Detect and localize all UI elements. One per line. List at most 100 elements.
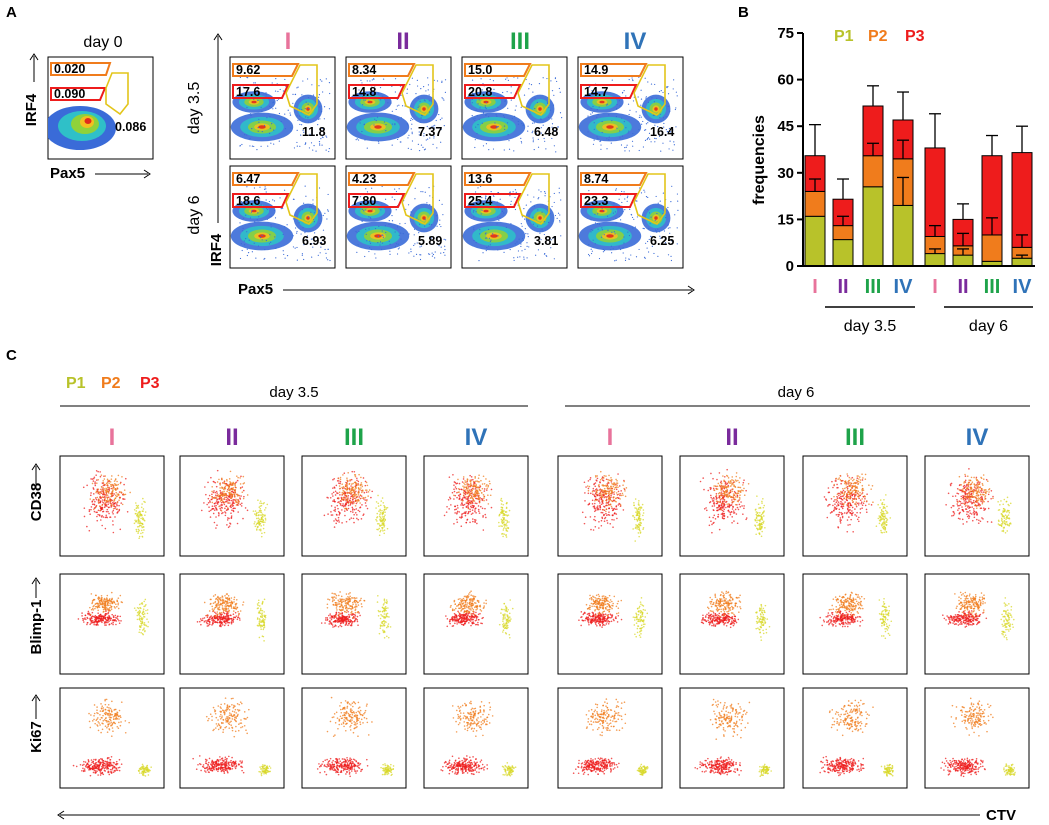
flow-plot-day6-i: 6.47 18.6 6.93 [229, 165, 336, 269]
panel-c-group-label-day35: day 3.5 [269, 384, 318, 401]
ctv-plot-ki67-day6-i [557, 687, 663, 789]
panel-c-group-label-day6: day 6 [778, 384, 815, 401]
panel-c-xlabel: CTV [986, 807, 1016, 824]
panel-c-row-label-blimp1: Blimp-1 [28, 599, 45, 654]
flow-gate-mid [348, 193, 406, 208]
ctv-plot-frame [924, 687, 1030, 789]
x-tick-label-0: I [812, 276, 818, 298]
ctv-plot-ki67-day35-iii [301, 687, 407, 789]
ctv-plot-dots [196, 593, 267, 642]
flow-gate-mid-value: 7.80 [352, 194, 376, 208]
ctv-plot-cd38-day35-i [59, 455, 165, 557]
ctv-plot-frame [301, 455, 407, 557]
ctv-plot-ki67-day35-i [59, 687, 165, 789]
ctv-plot-dots [942, 591, 1015, 641]
day0-gate-top-value: 0.020 [54, 62, 85, 76]
ctv-plot-blimp1-day35-iii [301, 573, 407, 675]
bar-p2-1 [832, 225, 854, 241]
flow-gate-pax5-value: 6.48 [534, 125, 558, 139]
ctv-plot-dots [77, 591, 150, 636]
day0-gate-mid-value: 0.090 [54, 87, 85, 101]
x-tick-label-7: IV [1013, 276, 1033, 298]
ctv-plot-blimp1-day6-iii [802, 573, 908, 675]
ctv-plot-blimp1-day6-i [557, 573, 663, 675]
panel-b-letter: B [738, 4, 749, 21]
panel-a-row-label-day35: day 3.5 [186, 82, 203, 135]
flow-gate-pax5-value: 5.89 [418, 234, 442, 248]
ctv-plot-ki67-day6-ii [679, 687, 785, 789]
ctv-plot-blimp1-day6-iv [924, 573, 1030, 675]
panel-a-headers: I II III IV [285, 28, 647, 55]
y-tick-label: 15 [777, 211, 794, 228]
flow-gate-pax5 [285, 64, 318, 117]
ctv-plot-blimp1-day35-ii [179, 573, 285, 675]
bar-p2-6 [981, 234, 1003, 262]
ctv-plot-frame [557, 455, 663, 557]
ctv-plot-dots [694, 698, 772, 778]
ctv-plot-cd38-day35-iii [301, 455, 407, 557]
ctv-plot-dots [700, 590, 771, 641]
x-tick-label-4: I [932, 276, 938, 298]
flow-gate-mid-value: 25.4 [468, 194, 492, 208]
ctv-plot-dots [440, 700, 517, 777]
ctv-plot-cd38-day6-ii [679, 455, 785, 557]
ctv-plot-dots [192, 697, 272, 777]
panel-c-flow-grid: I II III IV I II III IV [59, 424, 1030, 789]
day0-xarrow-head [143, 169, 151, 179]
day0-gate-mid [50, 87, 107, 101]
panel-c-header-day6-iv: IV [966, 424, 989, 451]
panel-a-header-i: I [285, 28, 292, 55]
flow-gate-top-value: 15.0 [468, 63, 492, 77]
ctv-plot-frame [802, 687, 908, 789]
ctv-plot-cd38-day6-iii [802, 455, 908, 557]
ctv-plot-dots [316, 696, 395, 778]
panel-c-row-label-cd38: CD38 [28, 483, 45, 521]
bar-p1-4 [924, 253, 946, 267]
day0-gate-top [50, 62, 112, 76]
flow-gate-mid [464, 84, 522, 99]
bar-p2-2 [862, 155, 884, 188]
flow-gate-mid [348, 84, 406, 99]
group-label-1: day 6 [969, 318, 1008, 335]
panel-c-header-day6-i: I [607, 424, 614, 451]
x-tick-label-1: II [837, 276, 848, 298]
ctv-plot-dots [578, 593, 649, 638]
ctv-plot-dots [572, 698, 649, 776]
flow-gate-pax5 [633, 173, 666, 226]
flow-gate-top-value: 8.34 [352, 63, 376, 77]
panel-c-legend-p1: P1 [66, 375, 86, 392]
panel-a-xlabel: Pax5 [238, 281, 273, 298]
flow-gate-mid [464, 193, 522, 208]
x-tick-label-6: III [984, 276, 1001, 298]
panel-a-yarrow-head [213, 33, 223, 41]
x-tick-label-3: IV [894, 276, 914, 298]
flow-gate-mid-value: 20.8 [468, 85, 492, 99]
flow-gate-mid-value: 14.7 [584, 85, 608, 99]
bar-p3-4 [924, 147, 946, 237]
panel-c-letter: C [6, 347, 17, 364]
y-tick-label: 45 [777, 118, 794, 135]
panel-c-xarrow-head [57, 810, 65, 820]
panel-c-header-day6-iii: III [845, 424, 865, 451]
panel-c-header-day6-ii: II [725, 424, 738, 451]
legend-p1: P1 [834, 28, 854, 45]
ctv-plot-blimp1-day35-i [59, 573, 165, 675]
flow-gate-top [464, 172, 532, 186]
ctv-plot-dots [323, 470, 389, 537]
day0-gate-pax5-value: 0.086 [115, 120, 146, 134]
bar-p2-0 [804, 190, 826, 217]
flow-gate-pax5 [285, 173, 318, 226]
day0-yarrow-head [29, 53, 39, 61]
flow-gate-top [232, 172, 300, 186]
day0-density [48, 106, 116, 150]
panel-a-xarrow-head [687, 285, 695, 295]
panel-a-header-iv: IV [624, 28, 647, 55]
flow-gate-top [348, 63, 416, 77]
y-tick-label: 75 [777, 25, 794, 42]
ctv-plot-dots [445, 590, 514, 639]
ctv-plot-blimp1-day35-iv [423, 573, 529, 675]
panel-c-header-day35-iv: IV [465, 424, 488, 451]
panel-a-letter: A [6, 4, 17, 21]
flow-gate-pax5-value: 6.93 [302, 234, 326, 248]
